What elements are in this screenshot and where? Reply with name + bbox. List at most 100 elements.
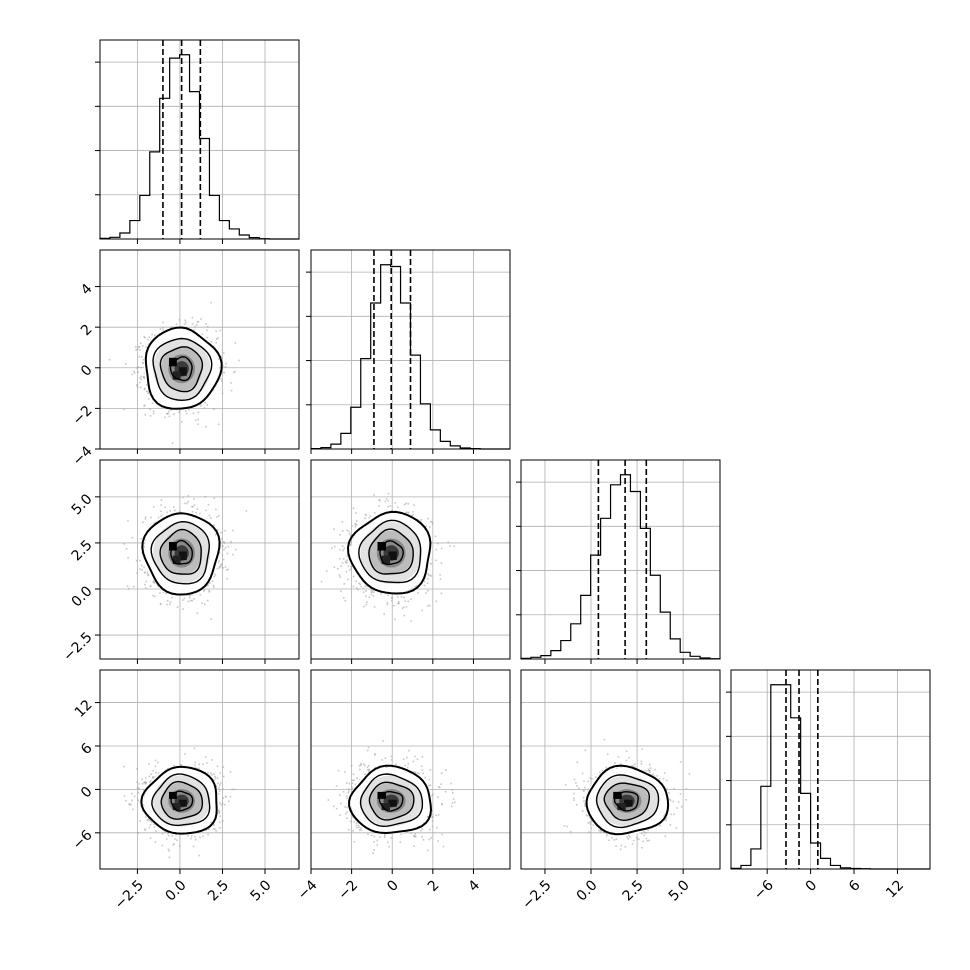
scatter-point [132, 585, 135, 588]
scatter-point [167, 412, 170, 415]
scatter-point [125, 548, 128, 550]
scatter-point [142, 376, 145, 378]
scatter-point [204, 495, 207, 498]
scatter-point [136, 348, 139, 351]
scatter-point [141, 345, 144, 347]
scatter-point [159, 592, 161, 594]
scatter-point [158, 332, 161, 335]
scatter-point [366, 601, 368, 603]
scatter-point [345, 561, 348, 564]
scatter-point [197, 418, 199, 421]
scatter-point [144, 516, 147, 519]
scatter-point [149, 837, 152, 839]
scatter-point [396, 506, 399, 509]
scatter-point [211, 580, 214, 583]
scatter-point [152, 776, 154, 778]
scatter-point [348, 533, 351, 535]
scatter-point [383, 613, 385, 615]
scatter-point [342, 530, 344, 532]
scatter-point [221, 802, 224, 805]
scatter-point [157, 516, 160, 519]
scatter-point [369, 515, 372, 517]
scatter-point [348, 569, 351, 571]
histogram-frame [730, 669, 931, 870]
scatter-point [162, 591, 165, 594]
scatter-point [140, 386, 142, 389]
scatter-point [337, 567, 339, 570]
scatter-point [222, 352, 225, 354]
scatter-point [364, 585, 366, 588]
scatter-point [160, 510, 162, 513]
histogram-frame [99, 39, 300, 240]
scatter-point [135, 384, 138, 387]
scatter-point [165, 838, 168, 840]
scatter-point [410, 598, 412, 600]
scatter-point [204, 401, 207, 404]
scatter-point [435, 559, 437, 562]
scatter-point [345, 571, 348, 573]
scatter-point [222, 567, 224, 569]
scatter-point [206, 404, 209, 406]
scatter-point [439, 574, 441, 576]
scatter-point [206, 325, 209, 328]
scatter-point [355, 512, 357, 514]
scatter-point [125, 799, 127, 802]
scatter-point [191, 510, 194, 513]
scatter-point [161, 327, 164, 329]
scatter-point [352, 575, 355, 578]
scatter-point [421, 609, 423, 612]
scatter-point [208, 591, 211, 593]
scatter-point [154, 765, 157, 768]
scatter-point [207, 504, 210, 506]
scatter-point [144, 571, 146, 574]
scatter-point [182, 599, 184, 601]
scatter-point [387, 594, 389, 597]
scatter-point [372, 595, 375, 597]
scatter-point [338, 574, 341, 576]
scatter-point [439, 578, 442, 580]
scatter-point [176, 606, 179, 609]
scatter-point [108, 358, 111, 361]
scatter-point [145, 587, 147, 589]
scatter-point [220, 378, 222, 380]
scatter-point [222, 540, 225, 543]
scatter-point [227, 545, 230, 548]
density-contour [159, 346, 204, 393]
scatter-point [194, 767, 197, 769]
scatter-point [193, 328, 196, 331]
scatter-point [148, 343, 150, 346]
scatter-point [150, 780, 152, 782]
scatter-point [144, 542, 146, 545]
scatter-point [354, 522, 357, 525]
scatter-point [434, 535, 437, 538]
scatter-point [351, 565, 354, 568]
scatter-point [350, 566, 352, 568]
scatter-point [133, 370, 135, 373]
scatter-point [149, 415, 152, 417]
scatter-point [216, 516, 218, 518]
scatter-point [362, 587, 365, 590]
scatter-point [427, 589, 429, 592]
scatter-point [398, 602, 400, 605]
scatter-point [429, 574, 432, 576]
scatter-point [144, 583, 146, 586]
scatter-point [405, 502, 408, 505]
scatter-point [427, 517, 429, 520]
histogram-step-line [520, 474, 721, 660]
scatter-point [152, 412, 155, 415]
scatter-point [212, 586, 215, 588]
scatter-point [387, 499, 390, 502]
scatter-point [209, 582, 211, 585]
scatter-point [234, 370, 237, 373]
scatter-point [215, 508, 217, 511]
scatter-point [207, 584, 209, 586]
scatter-point [232, 553, 234, 556]
scatter-point [123, 543, 126, 545]
scatter-point [145, 580, 148, 583]
scatter-point [425, 592, 427, 594]
scatter-point [364, 595, 367, 597]
scatter-point [238, 359, 240, 362]
scatter-point [179, 844, 181, 847]
scatter-point [143, 387, 146, 390]
scatter-point [325, 570, 328, 572]
